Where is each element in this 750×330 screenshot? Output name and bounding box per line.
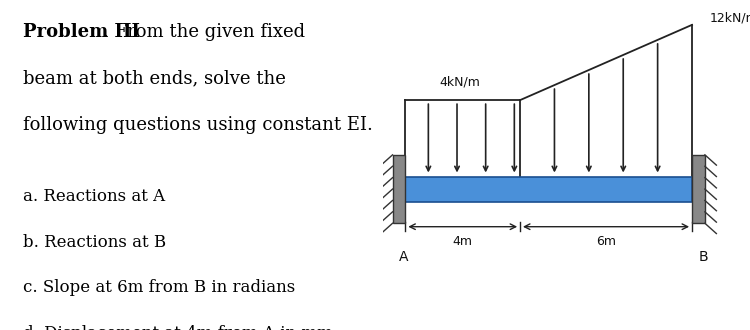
Text: A: A: [399, 249, 409, 264]
Polygon shape: [692, 155, 705, 223]
Text: . From the given fixed: . From the given fixed: [103, 23, 305, 41]
Text: c. Slope at 6m from B in radians: c. Slope at 6m from B in radians: [23, 279, 296, 296]
Text: d. Displacement at 4m from A in mm: d. Displacement at 4m from A in mm: [23, 325, 333, 330]
Polygon shape: [406, 177, 692, 202]
Text: b. Reactions at B: b. Reactions at B: [23, 234, 166, 251]
Polygon shape: [392, 155, 406, 223]
Text: 6m: 6m: [596, 235, 616, 248]
Text: Problem III: Problem III: [23, 23, 140, 41]
Text: 4m: 4m: [453, 235, 472, 248]
Text: B: B: [699, 249, 708, 264]
Text: beam at both ends, solve the: beam at both ends, solve the: [23, 69, 286, 87]
Text: 12kN/m: 12kN/m: [710, 12, 750, 25]
Text: a. Reactions at A: a. Reactions at A: [23, 188, 166, 205]
Text: following questions using constant EI.: following questions using constant EI.: [23, 115, 374, 134]
Text: 4kN/m: 4kN/m: [440, 76, 480, 89]
